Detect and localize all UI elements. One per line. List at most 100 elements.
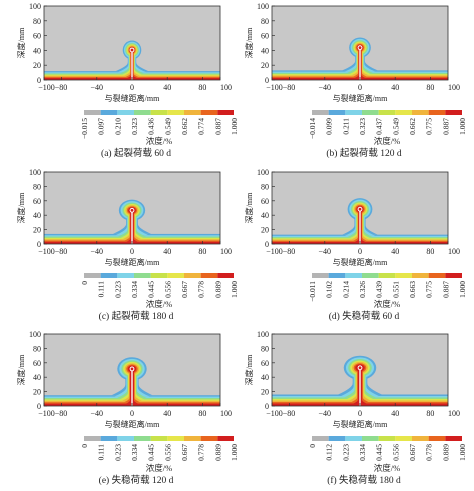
y-tick-label: 60 [33, 32, 41, 41]
colorbar-swatch [150, 273, 168, 278]
colorbar-tick-label: 0.445 [375, 444, 384, 461]
colorbar-swatch [378, 110, 396, 115]
y-tick-label: 80 [33, 344, 41, 353]
colorbar-swatch [412, 110, 429, 115]
colorbar-swatch [312, 273, 329, 278]
colorbar-swatch [428, 273, 446, 278]
colorbar-swatch [117, 110, 134, 115]
colorbar-tick-label: 0.334 [130, 444, 139, 461]
x-tick-label: 0 [358, 409, 362, 418]
colorbar-swatch [217, 110, 234, 115]
colorbar-label: 浓度/% [146, 299, 172, 309]
y-tick-label: 100 [257, 168, 269, 177]
colorbar-tick-label: 0.436 [147, 118, 156, 135]
colorbar-swatch [345, 110, 362, 115]
colorbar-tick-label: 1.000 [230, 444, 239, 461]
colorbar-swatch [362, 273, 379, 278]
colorbar-swatch [150, 110, 168, 115]
colorbar-tick-label: 0.551 [391, 281, 400, 298]
colorbar-tick-label: 0.323 [130, 118, 139, 135]
colorbar-swatch [100, 436, 118, 441]
panel-caption: (a) 起裂荷载 60 d [101, 147, 171, 159]
x-tick-label: −40 [91, 83, 104, 92]
y-tick-label: 80 [33, 182, 41, 191]
crack-line [359, 209, 361, 244]
y-tick-label: 60 [261, 197, 269, 206]
colorbar-tick-label: 0.667 [408, 444, 417, 461]
x-tick-label: −40 [91, 409, 104, 418]
y-tick-label: 20 [261, 388, 269, 397]
panel-caption: (d) 失稳荷载 60 d [329, 310, 400, 322]
y-tick-label: 40 [261, 211, 269, 220]
panel-caption: (c) 起裂荷载 180 d [99, 310, 174, 322]
x-tick-label: 100 [220, 247, 232, 256]
colorbar-tick-label: 0.211 [341, 118, 350, 135]
x-axis-label: 与裂缝距离/mm [333, 419, 388, 429]
y-tick-label: 40 [33, 46, 41, 55]
colorbar-tick-label: 0 [80, 281, 89, 285]
colorbar-swatch [167, 110, 184, 115]
colorbar-tick-label: 1.000 [458, 281, 467, 298]
colorbar-tick-label: 0.099 [325, 118, 334, 135]
colorbar-swatch [378, 273, 396, 278]
y-tick-label: 80 [261, 182, 269, 191]
x-tick-label: −100−80 [38, 83, 67, 92]
colorbar-swatch [395, 110, 412, 115]
colorbar-swatch [445, 110, 462, 115]
y-axis-label: 深度/mm [16, 27, 26, 58]
crack-line [359, 47, 361, 80]
y-tick-label: 100 [257, 330, 269, 339]
colorbar-tick-label: 0.778 [425, 444, 434, 461]
y-axis-label: 深度/mm [244, 27, 254, 58]
x-tick-label: 40 [391, 247, 399, 256]
colorbar-swatch [312, 436, 329, 441]
panel-caption: (e) 失稳荷载 120 d [99, 474, 174, 486]
colorbar-tick-label: 0.223 [341, 444, 350, 461]
colorbar-swatch [100, 273, 118, 278]
colorbar-tick-label: 0.775 [425, 281, 434, 298]
x-tick-label: −100−80 [38, 409, 67, 418]
colorbar-swatch [167, 273, 184, 278]
colorbar-swatch [84, 273, 101, 278]
x-tick-label: 100 [448, 409, 460, 418]
x-tick-label: 80 [426, 409, 434, 418]
y-tick-label: 40 [261, 46, 269, 55]
crack-line [359, 367, 361, 406]
y-tick-label: 20 [33, 388, 41, 397]
colorbar-swatch [150, 436, 168, 441]
y-tick-label: 40 [33, 211, 41, 220]
colorbar-tick-label: 0.889 [213, 444, 222, 461]
y-tick-label: 60 [261, 359, 269, 368]
colorbar-swatch [167, 436, 184, 441]
colorbar-swatch [184, 436, 201, 441]
colorbar-swatch [84, 436, 101, 441]
colorbar-tick-label: 1.000 [458, 444, 467, 461]
y-tick-label: 0 [265, 402, 269, 411]
y-tick-label: 0 [265, 76, 269, 85]
colorbar-swatch [428, 436, 446, 441]
x-tick-label: 40 [391, 83, 399, 92]
colorbar-tick-label: 0.334 [130, 281, 139, 298]
x-axis-label: 与裂缝距离/mm [105, 419, 160, 429]
x-tick-label: 0 [358, 247, 362, 256]
colorbar-tick-label: 0.223 [113, 281, 122, 298]
crack-tip-core [358, 46, 362, 50]
colorbar-swatch [117, 436, 134, 441]
colorbar-tick-label: 0.112 [325, 444, 334, 461]
colorbar-tick-label: 1.000 [458, 118, 467, 135]
crack-tip-core [358, 366, 362, 370]
colorbar-swatch [395, 436, 412, 441]
y-tick-label: 100 [29, 2, 41, 11]
colorbar-swatch [328, 110, 346, 115]
x-tick-label: −100−80 [38, 247, 67, 256]
colorbar-tick-label: 0.662 [408, 118, 417, 135]
colorbar-tick-label: 0.556 [391, 444, 400, 461]
colorbar-tick-label: 0.778 [197, 444, 206, 461]
colorbar-tick-label: 0.662 [180, 118, 189, 135]
x-tick-label: 40 [163, 409, 171, 418]
y-tick-label: 80 [261, 17, 269, 26]
colorbar-swatch [412, 273, 429, 278]
colorbar-tick-label: 0.214 [341, 281, 350, 298]
colorbar-tick-label: 0.556 [163, 444, 172, 461]
y-tick-label: 80 [33, 17, 41, 26]
